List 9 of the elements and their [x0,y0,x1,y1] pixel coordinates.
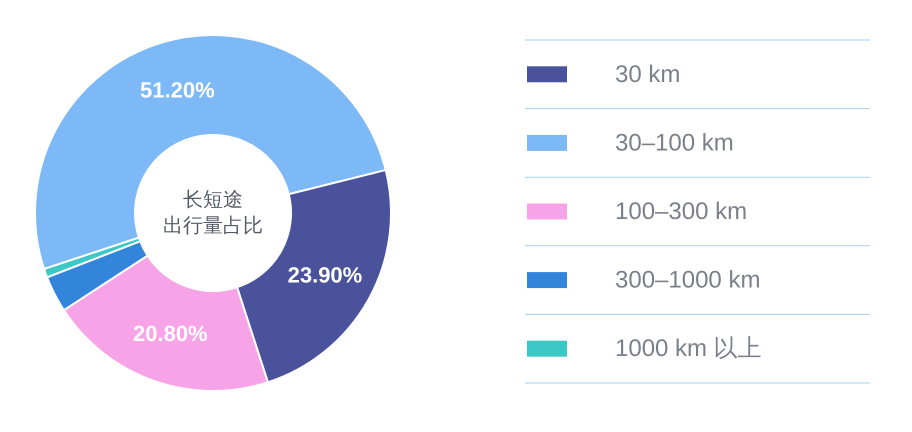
legend-label: 100–300 km [615,198,748,225]
legend-label: 1000 km 以上 [615,335,762,362]
legend-label: 300–1000 km [615,266,760,294]
data-label: 20.80% [133,321,208,346]
data-label: 23.90% [288,262,362,288]
text: 长短途出行量占比 [163,189,263,237]
legend-label: 30–100 km [615,129,734,156]
legend-label: 30 km [615,60,680,88]
data-label: 51.20% [140,78,215,103]
